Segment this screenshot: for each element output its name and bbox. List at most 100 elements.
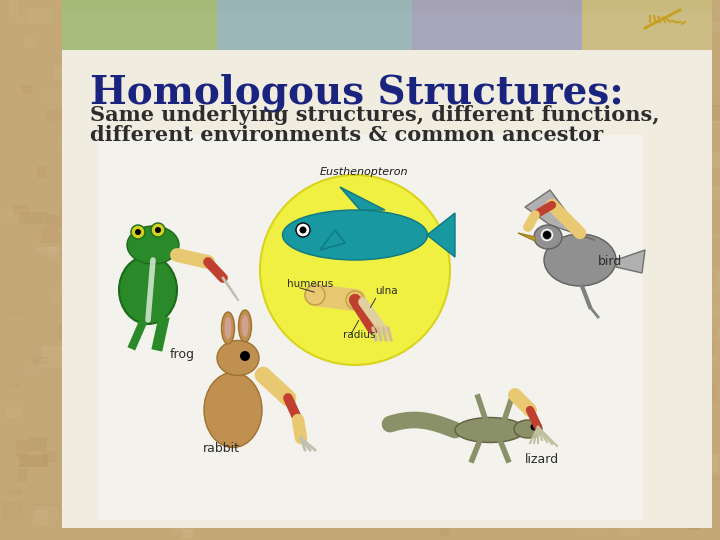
Bar [9, 15, 33, 23]
Bar [317, 450, 332, 461]
Bar [636, 291, 652, 301]
Bar [459, 137, 488, 148]
Ellipse shape [225, 317, 232, 339]
Bar [477, 228, 500, 239]
Bar [348, 171, 369, 183]
Bar [603, 378, 621, 386]
Bar [89, 43, 111, 56]
Bar [378, 517, 405, 522]
Bar [9, 0, 18, 16]
Bar [47, 215, 67, 227]
Bar [490, 429, 512, 437]
Bar [133, 233, 161, 247]
Bar [331, 504, 361, 509]
Bar [119, 150, 140, 162]
Bar [58, 137, 77, 147]
Bar [413, 191, 431, 199]
Bar [698, 84, 711, 91]
Bar [329, 202, 348, 214]
Bar [287, 299, 312, 306]
Bar [651, 1, 675, 6]
Bar [473, 359, 498, 364]
Bar [172, 166, 196, 173]
Text: rabbit: rabbit [203, 442, 240, 455]
Bar [152, 190, 174, 204]
Bar [66, 344, 86, 359]
Bar [17, 440, 30, 457]
Bar [465, 214, 481, 232]
Bar [294, 123, 322, 130]
Circle shape [300, 226, 307, 233]
Polygon shape [340, 187, 385, 210]
Bar [501, 282, 523, 294]
Bar [291, 115, 308, 124]
Bar [682, 446, 703, 457]
Bar [654, 426, 667, 443]
Bar [520, 138, 542, 151]
Bar [212, 360, 239, 366]
Bar [693, 321, 707, 338]
Bar [121, 182, 146, 193]
Bar [168, 523, 195, 527]
Bar [334, 6, 356, 15]
Bar [338, 311, 351, 316]
Bar [227, 89, 256, 104]
Bar [384, 123, 413, 135]
Bar [574, 363, 602, 381]
Bar [557, 400, 567, 416]
Bar [662, 399, 685, 403]
Bar [500, 56, 522, 65]
Bar [545, 377, 560, 391]
Bar [518, 475, 530, 482]
Bar [177, 271, 194, 282]
Bar [613, 163, 639, 178]
Bar [30, 437, 47, 451]
Bar [33, 504, 60, 518]
Bar [361, 313, 381, 326]
Bar [176, 77, 203, 91]
Bar [179, 354, 197, 362]
Text: bird: bird [598, 255, 622, 268]
Bar [364, 207, 379, 219]
Ellipse shape [204, 373, 262, 448]
Bar [145, 436, 157, 451]
Text: frog: frog [170, 348, 195, 361]
Bar [253, 512, 262, 522]
Circle shape [543, 231, 551, 239]
Bar [199, 429, 218, 438]
Bar [608, 376, 626, 386]
Bar [172, 257, 198, 265]
Bar [2, 502, 23, 518]
Bar [359, 274, 385, 283]
Bar [490, 409, 508, 415]
Bar [371, 8, 392, 15]
Bar [463, 147, 491, 160]
Bar [13, 205, 29, 214]
Bar [241, 98, 249, 106]
Bar [456, 235, 466, 251]
Bar [469, 330, 496, 341]
Bar [568, 450, 582, 458]
Bar [513, 45, 533, 57]
Bar [112, 0, 138, 10]
Bar [652, 117, 672, 124]
Bar [622, 31, 640, 42]
Bar [109, 341, 125, 355]
Bar [542, 322, 552, 337]
Bar [333, 263, 350, 280]
Bar [402, 56, 414, 63]
Bar [431, 206, 440, 215]
Bar [412, 0, 582, 50]
Bar [569, 172, 588, 184]
Bar [251, 278, 274, 287]
Bar [426, 509, 448, 515]
Bar [149, 383, 161, 392]
Bar [92, 377, 101, 387]
Bar [613, 56, 636, 72]
Bar [289, 265, 311, 281]
Bar [255, 311, 265, 326]
Bar [293, 58, 318, 70]
Bar [308, 134, 331, 152]
Bar [644, 429, 659, 436]
Bar [200, 422, 228, 435]
